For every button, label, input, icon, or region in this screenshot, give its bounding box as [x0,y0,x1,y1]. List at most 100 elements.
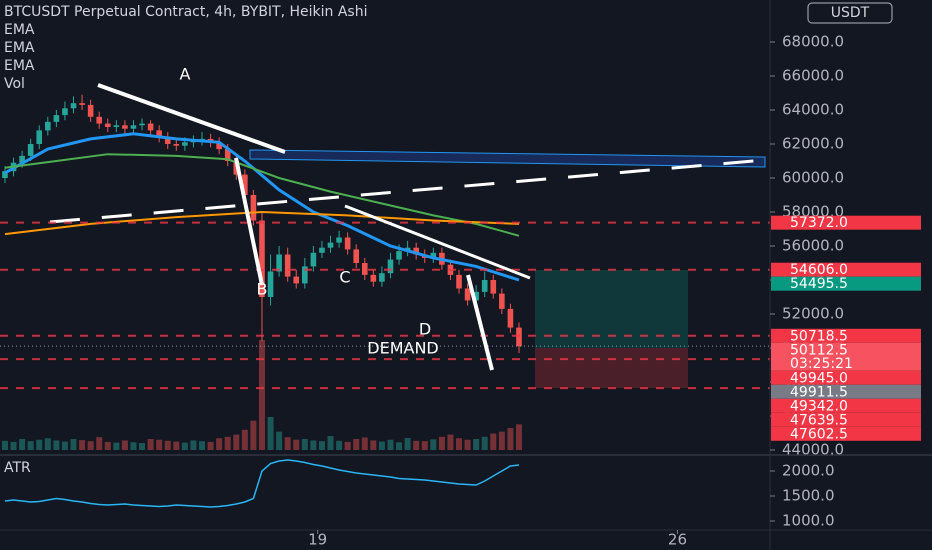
price-label-box [771,426,921,441]
y-tick-label: 60000.0 [782,168,844,186]
price-label: 50718.5 [790,328,848,344]
annotation: A [180,65,191,84]
volume-bar [336,440,343,450]
price-axis: 44000.046000.048000.050000.052000.054000… [308,32,921,549]
volume-bar [121,440,128,450]
channel [249,149,766,168]
currency-button[interactable] [807,2,893,24]
price-label: 54606.0 [790,262,848,278]
candle-body [284,254,291,277]
candle-body [182,142,188,146]
marks [0,94,770,508]
price-label: 49911.5 [790,384,848,400]
annotation: DEMAND [367,339,438,358]
volume-bar [181,442,188,450]
atr-line [4,459,520,508]
candle-body [302,266,308,284]
volume-bar [413,440,420,450]
y-tick-label: 1000.0 [782,512,835,530]
volume-bar [447,434,454,450]
volume-bar [233,434,240,450]
volume-bar [430,439,437,450]
candle-body [45,121,51,131]
volume-bar [438,436,445,450]
candle-body [430,252,437,258]
candle-body [250,194,257,221]
volume-bar [1,440,8,450]
volume-bar [507,428,514,450]
candle-body [473,291,479,301]
x-tick-label: 19 [308,531,327,549]
x-tick-label: 26 [668,531,687,549]
volume-bar [515,424,522,450]
candle-body [267,271,274,297]
volume-bar [130,442,137,450]
y-tick-label: 66000.0 [782,66,844,84]
volume-bar [19,439,26,450]
candle-body [19,155,25,163]
chart-title: BTCUSDT Perpetual Contract, 4h, BYBIT, H… [4,4,368,20]
price-label: 47639.5 [790,412,848,428]
volume-bar [267,417,274,450]
price-label-box [771,384,921,399]
volume-bar [87,441,94,450]
candle-body [481,279,488,292]
y-tick-label: 62000.0 [782,134,844,152]
volume-bar [113,442,120,450]
candle-body [353,249,360,263]
volume-bar [421,441,428,450]
volume-bar [387,439,394,450]
trend-line [344,204,531,280]
legend-item: EMA [4,58,35,74]
volume-bar [224,436,231,450]
candle-body [216,142,222,150]
volume-bar [27,441,34,450]
candle-body [139,123,145,126]
volume-bar [456,438,463,450]
candle-body [36,130,43,144]
candle-body [293,276,300,284]
price-label-box [771,328,921,343]
candle-body [310,252,317,267]
candle-body [87,104,94,117]
price-label: 54495.5 [790,276,848,292]
volume-bar [44,438,51,450]
y-tick-label: 64000.0 [782,100,844,118]
price-label-box [771,342,921,371]
volume-bar [36,439,43,450]
candle-body [2,171,8,178]
volume-bar [70,439,77,450]
legend-item: EMA [4,40,35,56]
candle-body [464,288,471,301]
y-tick-label: 52000.0 [782,304,844,322]
volume-bar [10,441,17,450]
candle-body [413,247,419,255]
candle-body [173,143,180,146]
volume-bar [310,440,317,450]
volume-bar [464,439,471,450]
volume-bar [490,433,497,450]
candle-body [122,125,128,129]
y-tick-label: 56000.0 [782,236,844,254]
volume-bar [378,441,385,450]
volume-bar [293,439,300,450]
candle-body [370,274,377,282]
volume-bar [164,440,171,450]
price-label: 50112.5 [790,342,848,358]
volume-bar [276,431,283,450]
volume-bar [498,431,505,450]
candle-body [327,242,334,248]
ema-line [4,153,520,237]
price-label-box [771,262,921,277]
candle-body [242,174,248,195]
candle-body [96,116,103,124]
candle-body [130,125,137,129]
candle-body [224,149,231,161]
volume-bar [190,440,197,450]
annotation: D [419,320,431,339]
candle-body [396,251,402,260]
candle-body [276,254,282,272]
y-tick-label: 44000.0 [782,441,844,459]
